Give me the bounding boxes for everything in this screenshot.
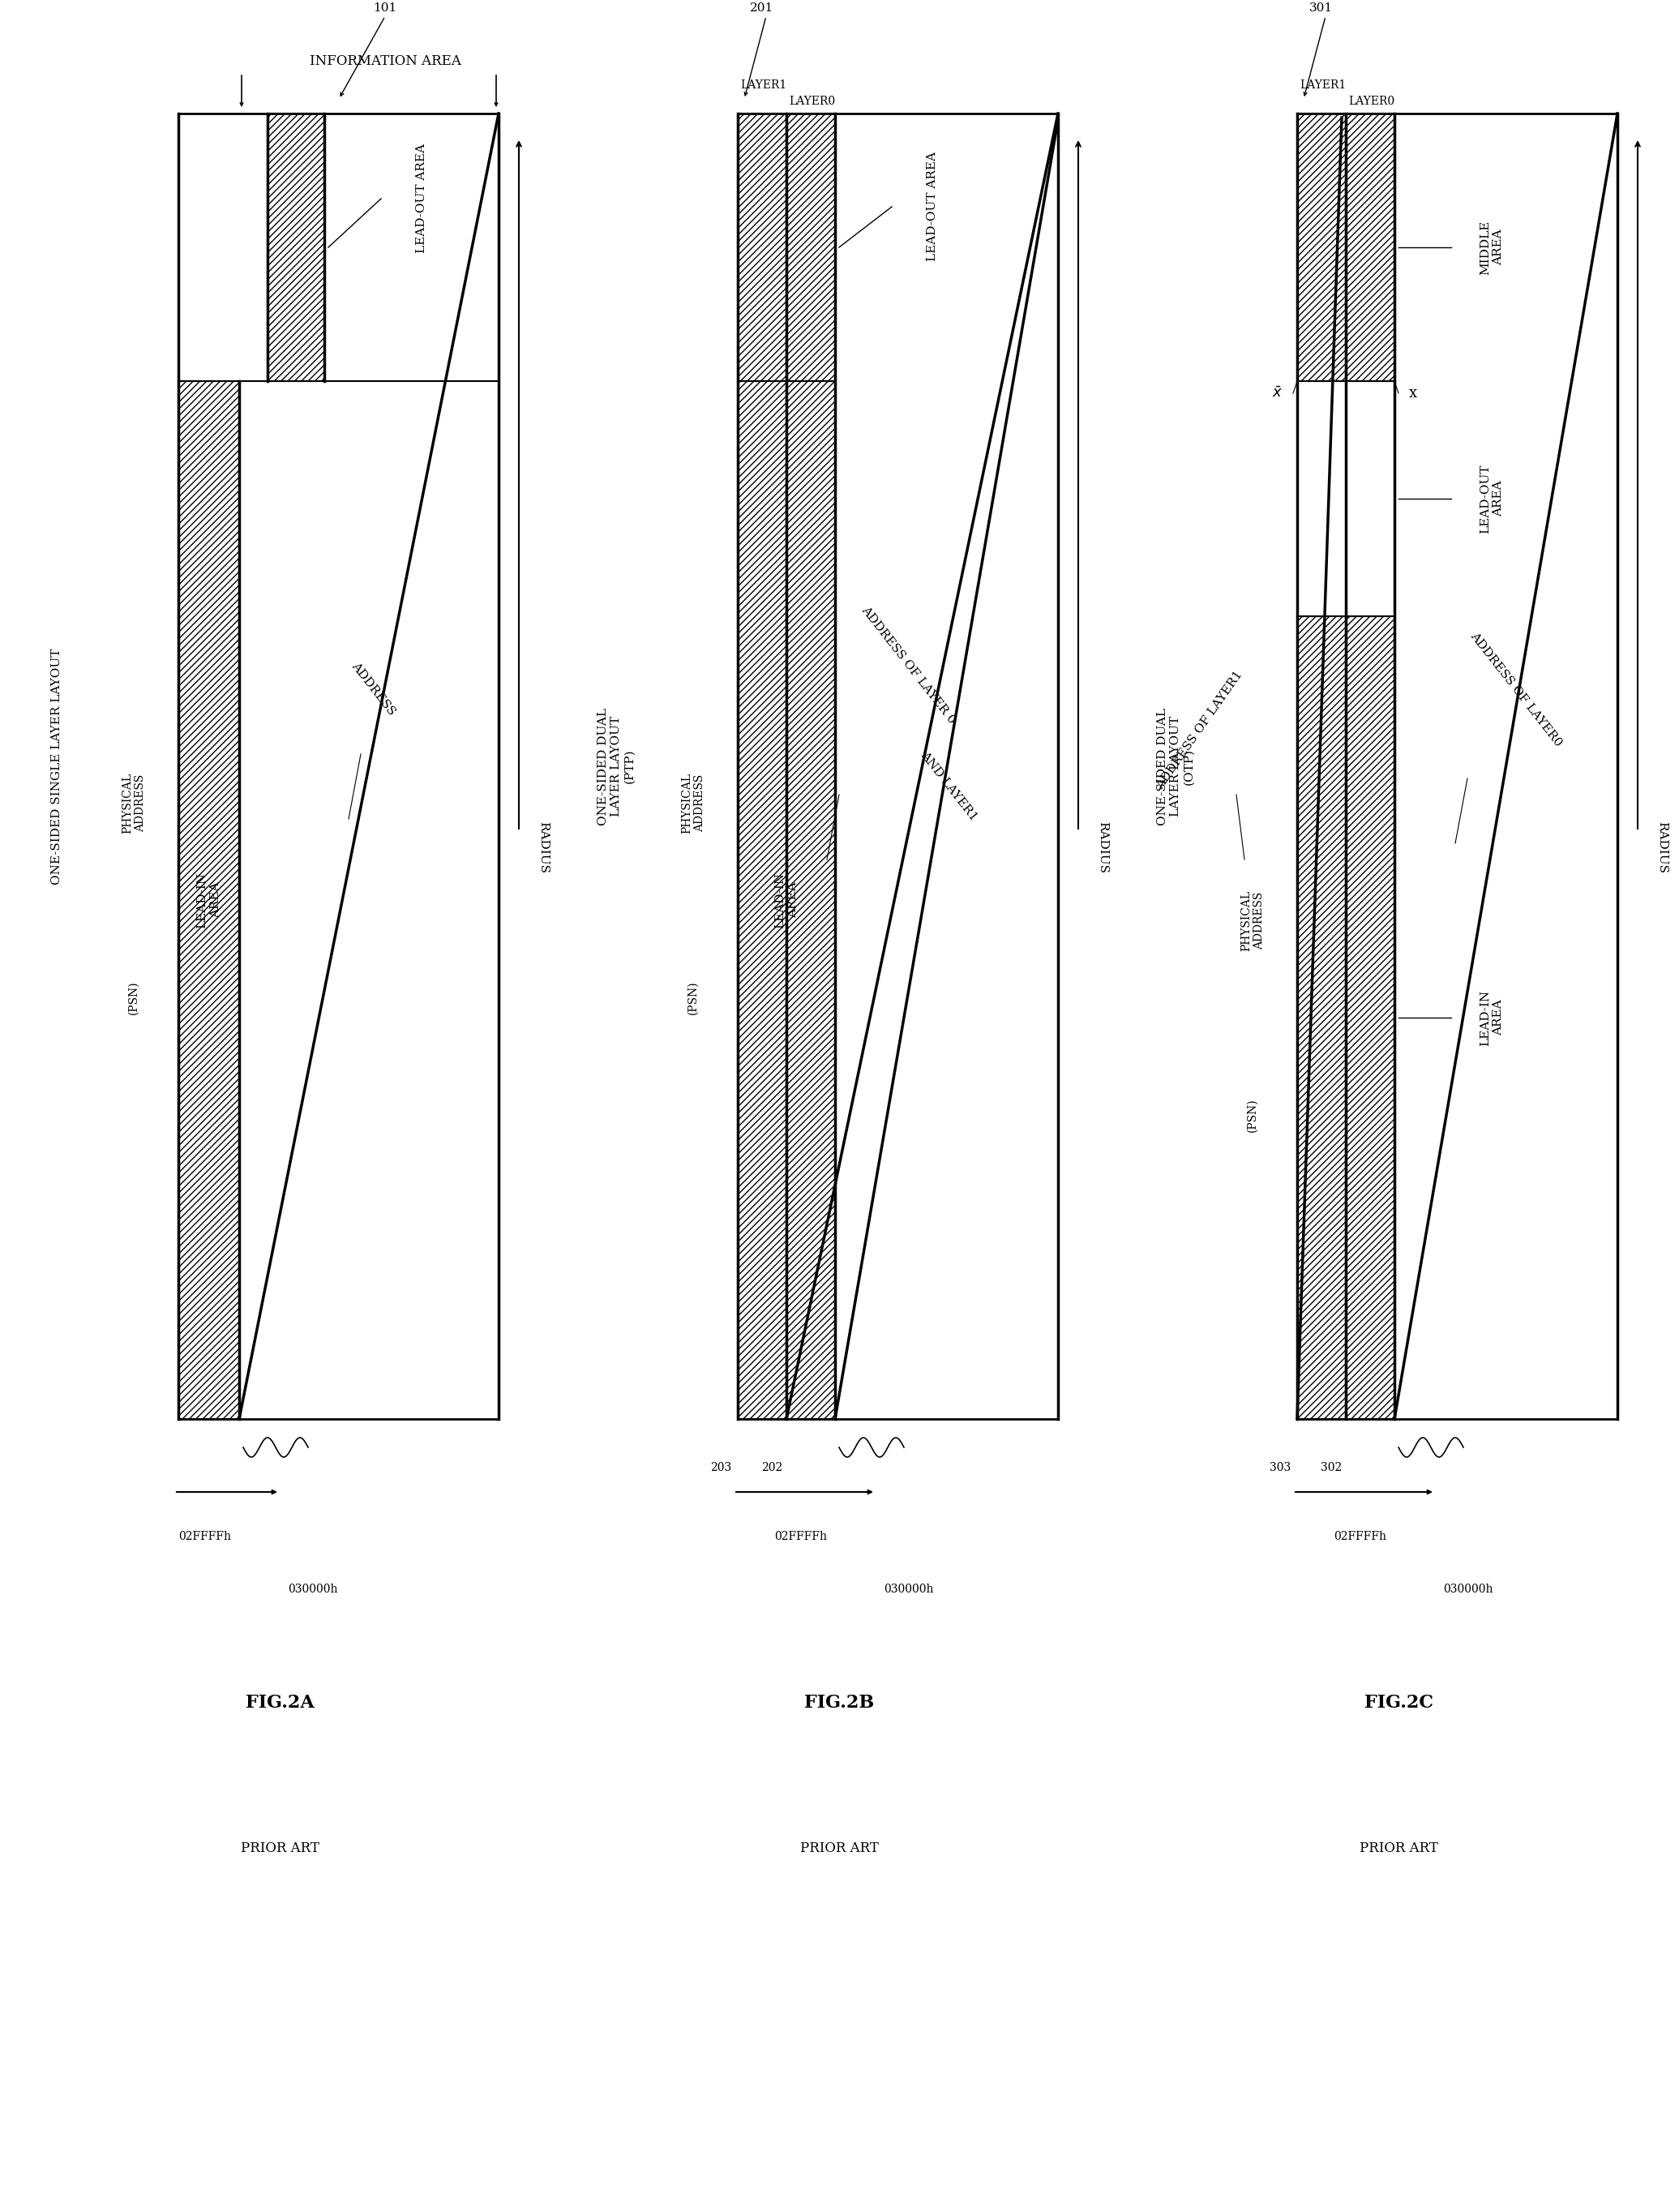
Text: RADIUS: RADIUS	[1655, 821, 1667, 874]
Text: ONE-SIDED DUAL
LAYER LAYOUT
(OTP): ONE-SIDED DUAL LAYER LAYOUT (OTP)	[1157, 708, 1194, 825]
Text: PRIOR ART: PRIOR ART	[1360, 1843, 1437, 1856]
Text: PRIOR ART: PRIOR ART	[240, 1843, 319, 1856]
Text: 202: 202	[761, 1462, 782, 1473]
Text: (PSN): (PSN)	[1247, 1097, 1258, 1133]
Bar	[786, 380, 834, 1418]
Text: ADDRESS OF LAYER1: ADDRESS OF LAYER1	[1155, 668, 1246, 792]
Text: LAYER0: LAYER0	[1348, 95, 1395, 106]
Text: ONE-SIDED DUAL
LAYER LAYOUT
(PTP): ONE-SIDED DUAL LAYER LAYOUT (PTP)	[598, 708, 635, 825]
Text: PHYSICAL
ADDRESS: PHYSICAL ADDRESS	[1241, 889, 1264, 951]
Bar	[1298, 617, 1347, 1418]
Bar	[1298, 113, 1347, 380]
Text: MIDDLE
AREA: MIDDLE AREA	[1479, 219, 1504, 274]
Bar	[178, 380, 238, 1418]
Text: 201: 201	[751, 2, 774, 13]
Text: PRIOR ART: PRIOR ART	[799, 1843, 878, 1856]
Text: FIG.2C: FIG.2C	[1363, 1694, 1432, 1712]
Text: (PSN): (PSN)	[687, 980, 698, 1015]
Bar	[737, 380, 786, 1418]
Text: FIG.2A: FIG.2A	[245, 1694, 314, 1712]
Text: LAYER0: LAYER0	[789, 95, 834, 106]
Text: LEAD-OUT AREA: LEAD-OUT AREA	[927, 153, 939, 261]
Text: 203: 203	[710, 1462, 732, 1473]
Text: LEAD-IN
AREA: LEAD-IN AREA	[196, 872, 222, 929]
Text: x: x	[1409, 385, 1417, 400]
Text: LAYER1: LAYER1	[740, 80, 786, 91]
Text: LEAD-OUT
AREA: LEAD-OUT AREA	[1479, 465, 1504, 533]
Text: 302: 302	[1320, 1462, 1342, 1473]
Bar	[1347, 617, 1395, 1418]
Text: ONE-SIDED SINGLE LAYER LAYOUT: ONE-SIDED SINGLE LAYER LAYOUT	[50, 648, 62, 885]
Text: 030000h: 030000h	[883, 1584, 934, 1595]
Text: ADDRESS: ADDRESS	[349, 661, 396, 719]
Text: PHYSICAL
ADDRESS: PHYSICAL ADDRESS	[682, 772, 705, 834]
Text: INFORMATION AREA: INFORMATION AREA	[309, 53, 460, 69]
Text: 030000h: 030000h	[287, 1584, 337, 1595]
Bar	[1347, 113, 1395, 380]
Text: ADDRESS OF LAYER 0: ADDRESS OF LAYER 0	[858, 604, 957, 726]
Text: (PSN): (PSN)	[128, 980, 139, 1015]
Text: RADIUS: RADIUS	[1096, 821, 1108, 874]
Text: FIG.2B: FIG.2B	[804, 1694, 875, 1712]
Text: LEAD-IN
AREA: LEAD-IN AREA	[774, 872, 799, 929]
Text: 301: 301	[1310, 2, 1333, 13]
Text: ADDRESS OF LAYER0: ADDRESS OF LAYER0	[1467, 630, 1565, 748]
Text: LAYER1: LAYER1	[1300, 80, 1347, 91]
Text: 02FFFFh: 02FFFFh	[1333, 1531, 1387, 1542]
Bar	[267, 113, 324, 380]
Text: PHYSICAL
ADDRESS: PHYSICAL ADDRESS	[121, 772, 146, 834]
Text: AND LAYER1: AND LAYER1	[918, 750, 979, 823]
Text: 030000h: 030000h	[1442, 1584, 1493, 1595]
Text: 303: 303	[1269, 1462, 1291, 1473]
Bar	[786, 113, 834, 380]
Text: 101: 101	[373, 2, 396, 13]
Bar	[737, 113, 786, 380]
Text: RADIUS: RADIUS	[537, 821, 549, 874]
Text: 02FFFFh: 02FFFFh	[178, 1531, 232, 1542]
Text: LEAD-OUT AREA: LEAD-OUT AREA	[416, 144, 426, 254]
Text: LEAD-IN
AREA: LEAD-IN AREA	[1479, 989, 1504, 1046]
Text: $\bar{x}$: $\bar{x}$	[1271, 385, 1283, 400]
Text: 02FFFFh: 02FFFFh	[774, 1531, 828, 1542]
